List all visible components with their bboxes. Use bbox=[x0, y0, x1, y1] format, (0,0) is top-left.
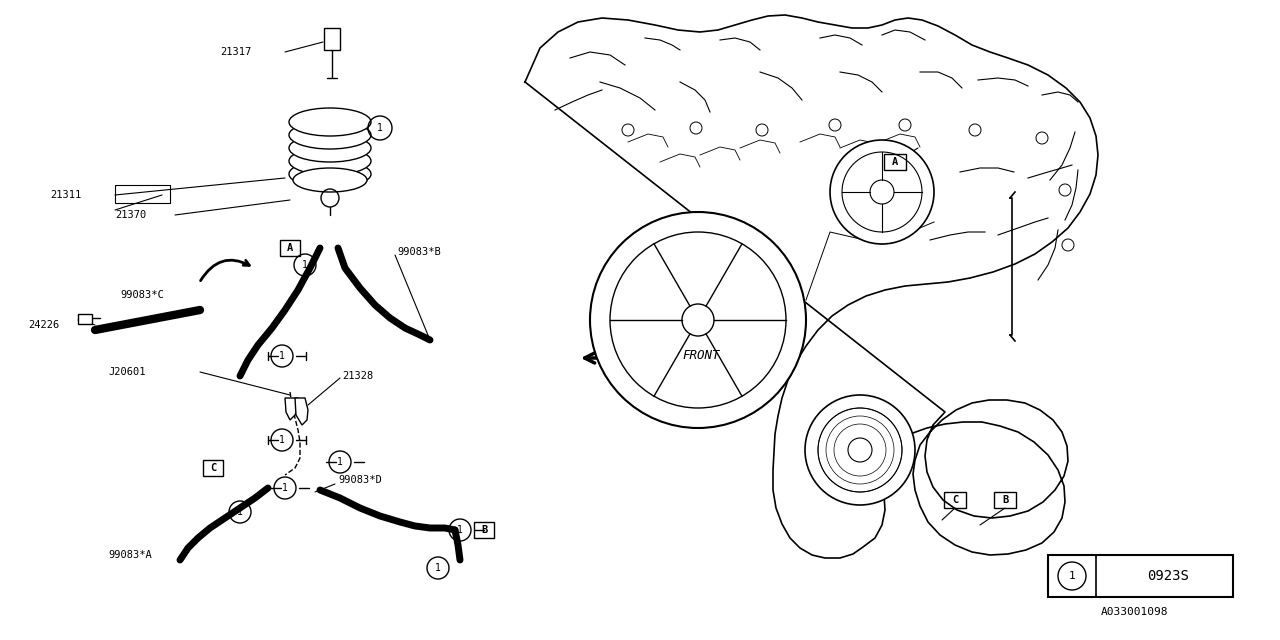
Text: 21311: 21311 bbox=[50, 190, 81, 200]
Text: FRONT: FRONT bbox=[682, 349, 719, 362]
Circle shape bbox=[805, 395, 915, 505]
Bar bbox=[204, 460, 223, 476]
Bar bbox=[474, 522, 494, 538]
Text: A: A bbox=[892, 157, 899, 167]
Text: 21328: 21328 bbox=[342, 371, 374, 381]
Text: 99083*D: 99083*D bbox=[338, 475, 381, 485]
Bar bbox=[945, 492, 966, 508]
Circle shape bbox=[590, 212, 806, 428]
Text: 99083*B: 99083*B bbox=[397, 247, 440, 257]
Text: 21317: 21317 bbox=[220, 47, 251, 57]
Text: J20601: J20601 bbox=[108, 367, 146, 377]
Bar bbox=[1048, 555, 1233, 597]
Text: 1: 1 bbox=[279, 435, 285, 445]
Text: 0923S: 0923S bbox=[1147, 569, 1189, 583]
Polygon shape bbox=[294, 398, 308, 425]
Text: B: B bbox=[481, 525, 488, 535]
Text: 24226: 24226 bbox=[28, 320, 59, 330]
Text: 1: 1 bbox=[378, 123, 383, 133]
Text: C: C bbox=[952, 495, 959, 505]
Text: 1: 1 bbox=[1069, 571, 1075, 581]
Text: 99083*A: 99083*A bbox=[108, 550, 152, 560]
Ellipse shape bbox=[293, 168, 367, 192]
Text: 1: 1 bbox=[237, 507, 243, 517]
Text: 1: 1 bbox=[302, 260, 308, 270]
Bar bbox=[884, 154, 906, 170]
Polygon shape bbox=[525, 15, 1098, 558]
Ellipse shape bbox=[289, 160, 371, 188]
Bar bbox=[280, 240, 300, 256]
Polygon shape bbox=[285, 398, 298, 420]
Bar bbox=[115, 185, 170, 203]
Bar bbox=[995, 492, 1016, 508]
Text: B: B bbox=[1002, 495, 1009, 505]
Text: 1: 1 bbox=[337, 457, 343, 467]
Text: 1: 1 bbox=[457, 525, 463, 535]
Text: 21370: 21370 bbox=[115, 210, 146, 220]
Text: 99083*C: 99083*C bbox=[120, 290, 164, 300]
Ellipse shape bbox=[289, 134, 371, 162]
Text: 1: 1 bbox=[279, 351, 285, 361]
Text: A: A bbox=[287, 243, 293, 253]
Circle shape bbox=[829, 140, 934, 244]
Ellipse shape bbox=[289, 121, 371, 149]
Ellipse shape bbox=[289, 108, 371, 136]
Text: C: C bbox=[210, 463, 216, 473]
Bar bbox=[324, 28, 340, 50]
Text: A033001098: A033001098 bbox=[1101, 607, 1169, 617]
Text: 1: 1 bbox=[282, 483, 288, 493]
Bar bbox=[78, 314, 92, 324]
Ellipse shape bbox=[289, 147, 371, 175]
Text: 1: 1 bbox=[435, 563, 440, 573]
